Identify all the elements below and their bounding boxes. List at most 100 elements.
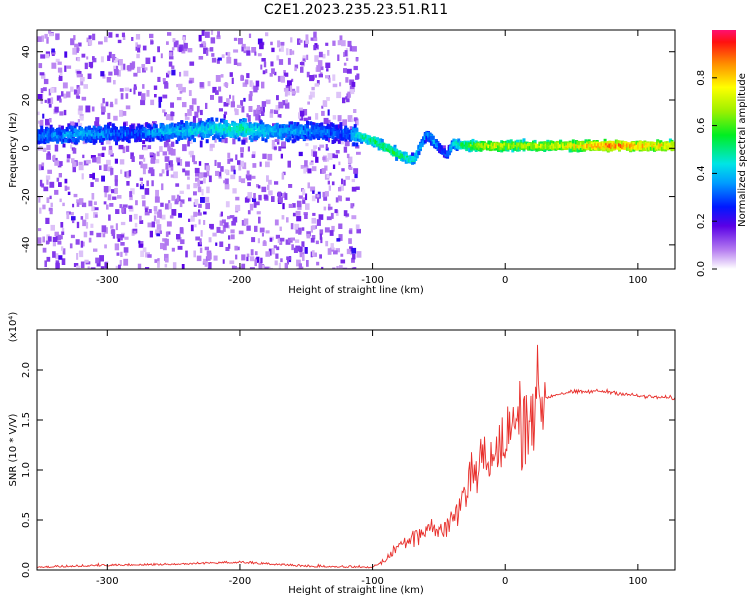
noise-cell — [176, 234, 181, 240]
noise-cell — [343, 68, 347, 73]
ridge-cell — [602, 145, 605, 150]
ridge-cell — [306, 127, 309, 132]
ridge-cell — [474, 145, 478, 150]
ridge-cell — [224, 127, 228, 131]
noise-cell — [218, 86, 222, 92]
noise-cell — [102, 98, 105, 104]
noise-cell — [164, 82, 169, 89]
ridge-cell — [124, 127, 128, 131]
noise-cell — [72, 203, 75, 208]
ridge-cell — [108, 121, 112, 126]
noise-cell — [114, 243, 120, 251]
noise-cell — [307, 101, 310, 105]
ridge-cell — [253, 130, 257, 135]
ridge-cell — [138, 131, 142, 136]
ridge-cell — [165, 134, 169, 139]
noise-cell — [203, 47, 208, 54]
noise-cell — [305, 34, 309, 41]
noise-cell — [310, 225, 313, 233]
noise-cell — [176, 157, 180, 163]
noise-cell — [217, 31, 220, 38]
noise-cell — [145, 208, 148, 213]
ridge-cell — [172, 128, 176, 133]
noise-cell — [206, 186, 210, 194]
noise-cell — [103, 164, 108, 171]
noise-cell — [150, 66, 153, 73]
noise-cell — [39, 179, 43, 187]
ridge-cell — [557, 144, 561, 149]
ridge-cell — [646, 147, 650, 152]
ridge-cell — [608, 143, 612, 148]
noise-cell — [171, 195, 176, 201]
noise-cell — [113, 65, 117, 72]
noise-cell — [66, 186, 70, 190]
ridge-cell — [123, 122, 126, 127]
ridge-cell — [40, 134, 44, 139]
ridge-cell — [266, 129, 270, 134]
noise-cell — [223, 180, 226, 184]
noise-cell — [193, 211, 198, 217]
noise-cell — [141, 64, 146, 68]
ridge-cell — [134, 135, 138, 140]
ridge-cell — [673, 142, 675, 147]
ridge-cell — [589, 141, 593, 145]
ridge-cell — [132, 130, 136, 135]
ridge-cell — [331, 134, 335, 139]
noise-cell — [46, 178, 49, 185]
noise-cell — [38, 164, 42, 171]
ridge-cell — [115, 133, 118, 138]
ridge-cell — [374, 139, 378, 144]
noise-cell — [356, 251, 362, 258]
noise-cell — [124, 171, 127, 177]
noise-cell — [176, 84, 180, 88]
ridge-cell — [476, 142, 480, 147]
noise-cell — [328, 77, 331, 83]
ridge-cell — [339, 133, 343, 138]
noise-cell — [296, 200, 302, 208]
noise-cell — [120, 64, 126, 71]
noise-cell — [235, 204, 241, 211]
ridge-cell — [43, 138, 47, 143]
ridge-cell — [48, 129, 52, 134]
noise-cell — [107, 112, 111, 120]
ridge-cell — [299, 124, 303, 129]
noise-cell — [222, 224, 226, 232]
noise-cell — [319, 233, 322, 240]
ridge-cell — [627, 143, 631, 148]
ridge-cell — [193, 128, 196, 133]
ridge-cell — [490, 145, 494, 150]
noise-cell — [278, 197, 283, 203]
ridge-cell — [447, 150, 451, 155]
ridge-cell — [554, 142, 558, 147]
ridge-cell — [224, 121, 228, 126]
ridge-cell — [130, 133, 134, 138]
ridge-cell — [457, 138, 461, 143]
noise-cell — [224, 111, 228, 115]
noise-cell — [57, 240, 62, 245]
noise-cell — [163, 141, 169, 148]
ridge-cell — [172, 126, 176, 131]
noise-cell — [56, 95, 61, 101]
noise-cell — [167, 145, 171, 152]
ridge-cell — [102, 133, 106, 138]
ridge-cell — [290, 121, 294, 126]
noise-cell — [207, 81, 211, 87]
ridge-cell — [411, 160, 414, 165]
ridge-cell — [342, 128, 346, 133]
noise-cell — [125, 105, 131, 110]
noise-cell — [311, 250, 315, 257]
noise-cell — [234, 245, 238, 251]
noise-cell — [327, 206, 333, 210]
ridge-cell — [479, 140, 483, 145]
ridge-cell — [264, 127, 268, 131]
ridge-cell — [497, 145, 500, 150]
noise-cell — [345, 197, 350, 201]
ridge-cell — [134, 130, 138, 134]
noise-cell — [158, 101, 162, 108]
ridge-cell — [272, 132, 276, 137]
noise-cell — [306, 233, 311, 239]
noise-cell — [313, 44, 317, 51]
ridge-cell — [137, 136, 141, 141]
noise-cell — [101, 175, 105, 182]
noise-cell — [82, 241, 85, 247]
